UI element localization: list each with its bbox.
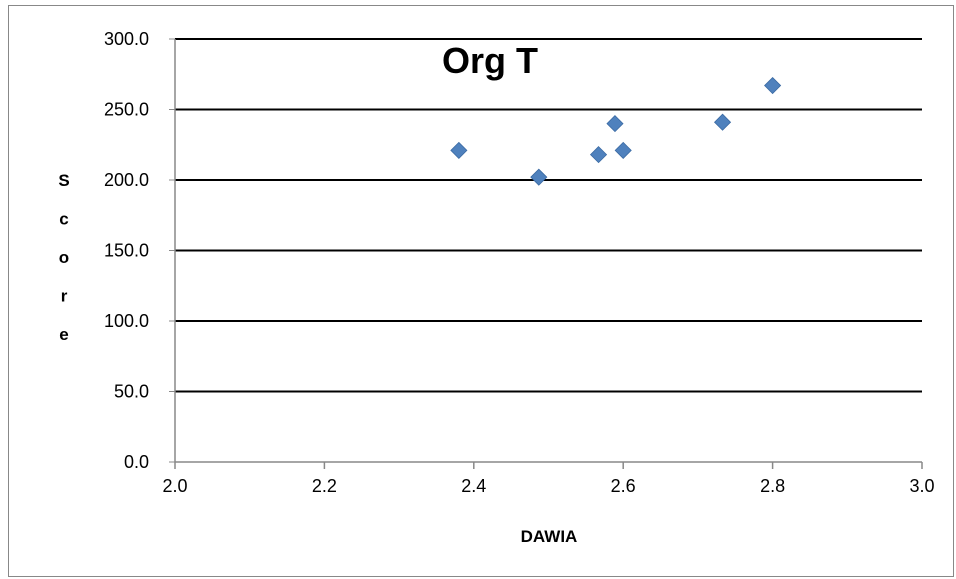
tick-labels: 0.0 50.0 100.0 150.0 200.0 250.0 300.0 2.0 2.2 2.… [104, 29, 935, 496]
x-axis-title: DAWIA [521, 527, 578, 546]
data-point [614, 141, 632, 159]
y-axis-title-letter: e [59, 325, 68, 344]
axes [169, 38, 923, 469]
data-point [530, 168, 548, 186]
y-tick-label: 0.0 [124, 452, 149, 472]
data-point [589, 146, 608, 164]
data-point [713, 113, 732, 131]
y-axis-title-letter: c [59, 210, 68, 229]
x-tick-label: 2.2 [312, 476, 337, 496]
y-tick-label: 200.0 [104, 170, 149, 190]
y-tick-label: 150.0 [104, 241, 149, 261]
chart-title: Org T [442, 40, 538, 81]
y-axis-title-letter: o [59, 248, 69, 267]
y-tick-label: 100.0 [104, 311, 149, 331]
y-axis-title-letter: S [58, 171, 69, 190]
y-tick-label: 300.0 [104, 29, 149, 49]
data-points [450, 76, 782, 186]
data-point [764, 76, 782, 95]
x-tick-label: 2.8 [760, 476, 785, 496]
x-tick-label: 2.6 [611, 476, 636, 496]
y-axis-title: Sco re [58, 171, 69, 344]
y-tick-label: 50.0 [114, 382, 149, 402]
y-tick-label: 250.0 [104, 100, 149, 120]
x-tick-label: 3.0 [909, 476, 934, 496]
x-tick-label: 2.0 [162, 476, 187, 496]
chart-frame [8, 5, 954, 577]
data-point [606, 115, 624, 133]
x-tick-label: 2.4 [461, 476, 486, 496]
data-point [450, 141, 468, 159]
y-axis-title-letter: r [61, 287, 68, 306]
gridlines [175, 38, 922, 393]
